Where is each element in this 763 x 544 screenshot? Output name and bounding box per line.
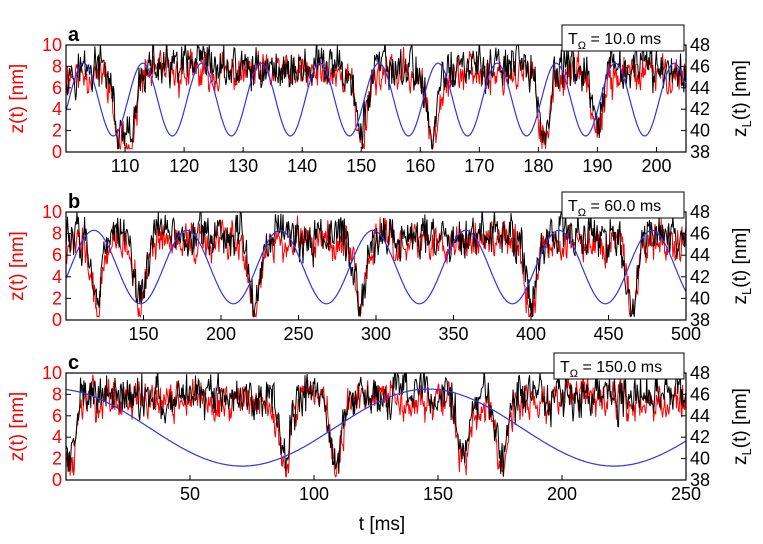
y-right-tick-label: 48 xyxy=(690,202,710,222)
x-tick-label: 140 xyxy=(287,156,317,176)
y-left-tick-label: 10 xyxy=(42,202,62,222)
y-right-axis-label: zL(t) [nm] xyxy=(730,60,754,137)
x-tick-label: 500 xyxy=(671,324,701,344)
period-legend: TΩ = 60.0 ms xyxy=(561,191,685,219)
y-right-tick-label: 40 xyxy=(690,449,710,469)
traces-a xyxy=(66,45,686,151)
x-tick-label: 400 xyxy=(516,324,546,344)
y-right-tick-label: 44 xyxy=(690,78,710,98)
x-tick-label: 110 xyxy=(111,156,140,176)
x-tick-label: 100 xyxy=(299,484,329,504)
y-right-axis-label: zL(t) [nm] xyxy=(730,388,754,465)
period-legend: TΩ = 10.0 ms xyxy=(561,24,685,52)
y-left-tick-label: 0 xyxy=(52,310,62,330)
panel-letter: c xyxy=(68,352,79,374)
y-left-tick-label: 4 xyxy=(52,99,62,119)
y-left-tick-label: 6 xyxy=(52,406,62,426)
y-left-tick-label: 8 xyxy=(52,56,62,76)
y-right-tick-label: 38 xyxy=(690,142,710,162)
svg-text:TΩ = 10.0 ms: TΩ = 10.0 ms xyxy=(568,31,661,52)
y-left-tick-label: 4 xyxy=(52,267,62,287)
y-right-tick-label: 46 xyxy=(690,56,710,76)
x-tick-label: 450 xyxy=(593,324,623,344)
plot-frame-c xyxy=(65,372,687,481)
y-left-tick-label: 8 xyxy=(52,224,62,244)
traces-b xyxy=(66,212,686,319)
y-left-tick-label: 0 xyxy=(52,470,62,490)
series-blue-zL-b xyxy=(66,229,686,305)
series-blue-zL-a xyxy=(66,62,686,137)
series-blue-zL-c xyxy=(66,388,686,467)
x-tick-label: 200 xyxy=(206,324,236,344)
svg-text:TΩ = 150.0 ms: TΩ = 150.0 ms xyxy=(560,359,662,380)
x-tick-label: 160 xyxy=(405,156,435,176)
period-legend: TΩ = 150.0 ms xyxy=(553,352,685,380)
svg-text:TΩ = 60.0 ms: TΩ = 60.0 ms xyxy=(568,198,661,219)
y-left-tick-label: 10 xyxy=(42,35,62,55)
x-tick-label: 300 xyxy=(361,324,391,344)
y-left-tick-label: 10 xyxy=(42,363,62,383)
y-right-tick-label: 38 xyxy=(690,310,710,330)
y-right-tick-label: 48 xyxy=(690,35,710,55)
y-left-tick-label: 0 xyxy=(52,142,62,162)
y-left-tick-label: 2 xyxy=(52,449,62,469)
y-left-tick-label: 6 xyxy=(52,245,62,265)
y-left-axis-label: z(t) [nm] xyxy=(7,231,28,301)
x-tick-label: 250 xyxy=(671,484,701,504)
x-tick-label: 350 xyxy=(438,324,468,344)
x-tick-label: 150 xyxy=(423,484,453,504)
y-right-tick-label: 46 xyxy=(690,384,710,404)
y-left-tick-label: 2 xyxy=(52,288,62,308)
series-black-z-a xyxy=(66,45,686,150)
x-tick-label: 150 xyxy=(128,324,158,344)
panel-letter: b xyxy=(68,191,80,213)
y-right-tick-label: 40 xyxy=(690,121,710,141)
y-right-tick-label: 42 xyxy=(690,267,710,287)
x-tick-label: 120 xyxy=(169,156,199,176)
y-left-tick-label: 4 xyxy=(52,427,62,447)
plot-frame-a xyxy=(65,44,687,153)
panel-b: 150 200 250 300 350 400 450 5000246810384042444… xyxy=(7,191,754,344)
x-tick-label: 50 xyxy=(180,484,200,504)
y-left-axis-label: z(t) [nm] xyxy=(7,392,28,462)
y-left-tick-label: 8 xyxy=(52,384,62,404)
y-left-tick-label: 6 xyxy=(52,78,62,98)
y-left-tick-label: 2 xyxy=(52,121,62,141)
x-tick-label: 250 xyxy=(283,324,313,344)
y-right-tick-label: 48 xyxy=(690,363,710,383)
x-axis-label: t [ms] xyxy=(359,514,405,535)
x-tick-label: 170 xyxy=(464,156,494,176)
panel-a: 110 120 130 140 150 160 170 180 190 2000246810384… xyxy=(7,24,754,176)
traces-c xyxy=(66,373,686,478)
series-black-z-c xyxy=(66,373,686,477)
y-right-axis-label: zL(t) [nm] xyxy=(730,228,754,305)
x-tick-label: 150 xyxy=(346,156,376,176)
y-right-tick-label: 42 xyxy=(690,99,710,119)
x-tick-label: 200 xyxy=(641,156,671,176)
y-left-axis-label: z(t) [nm] xyxy=(7,64,28,134)
series-black-z-b xyxy=(66,212,686,317)
x-tick-label: 190 xyxy=(582,156,612,176)
panel-letter: a xyxy=(68,24,80,46)
y-right-tick-label: 42 xyxy=(690,427,710,447)
x-tick-label: 130 xyxy=(228,156,258,176)
y-right-tick-label: 46 xyxy=(690,224,710,244)
x-tick-label: 200 xyxy=(547,484,577,504)
y-right-tick-label: 44 xyxy=(690,245,710,265)
x-tick-label: 180 xyxy=(523,156,553,176)
y-right-tick-label: 38 xyxy=(690,470,710,490)
y-right-tick-label: 44 xyxy=(690,406,710,426)
y-right-tick-label: 40 xyxy=(690,288,710,308)
